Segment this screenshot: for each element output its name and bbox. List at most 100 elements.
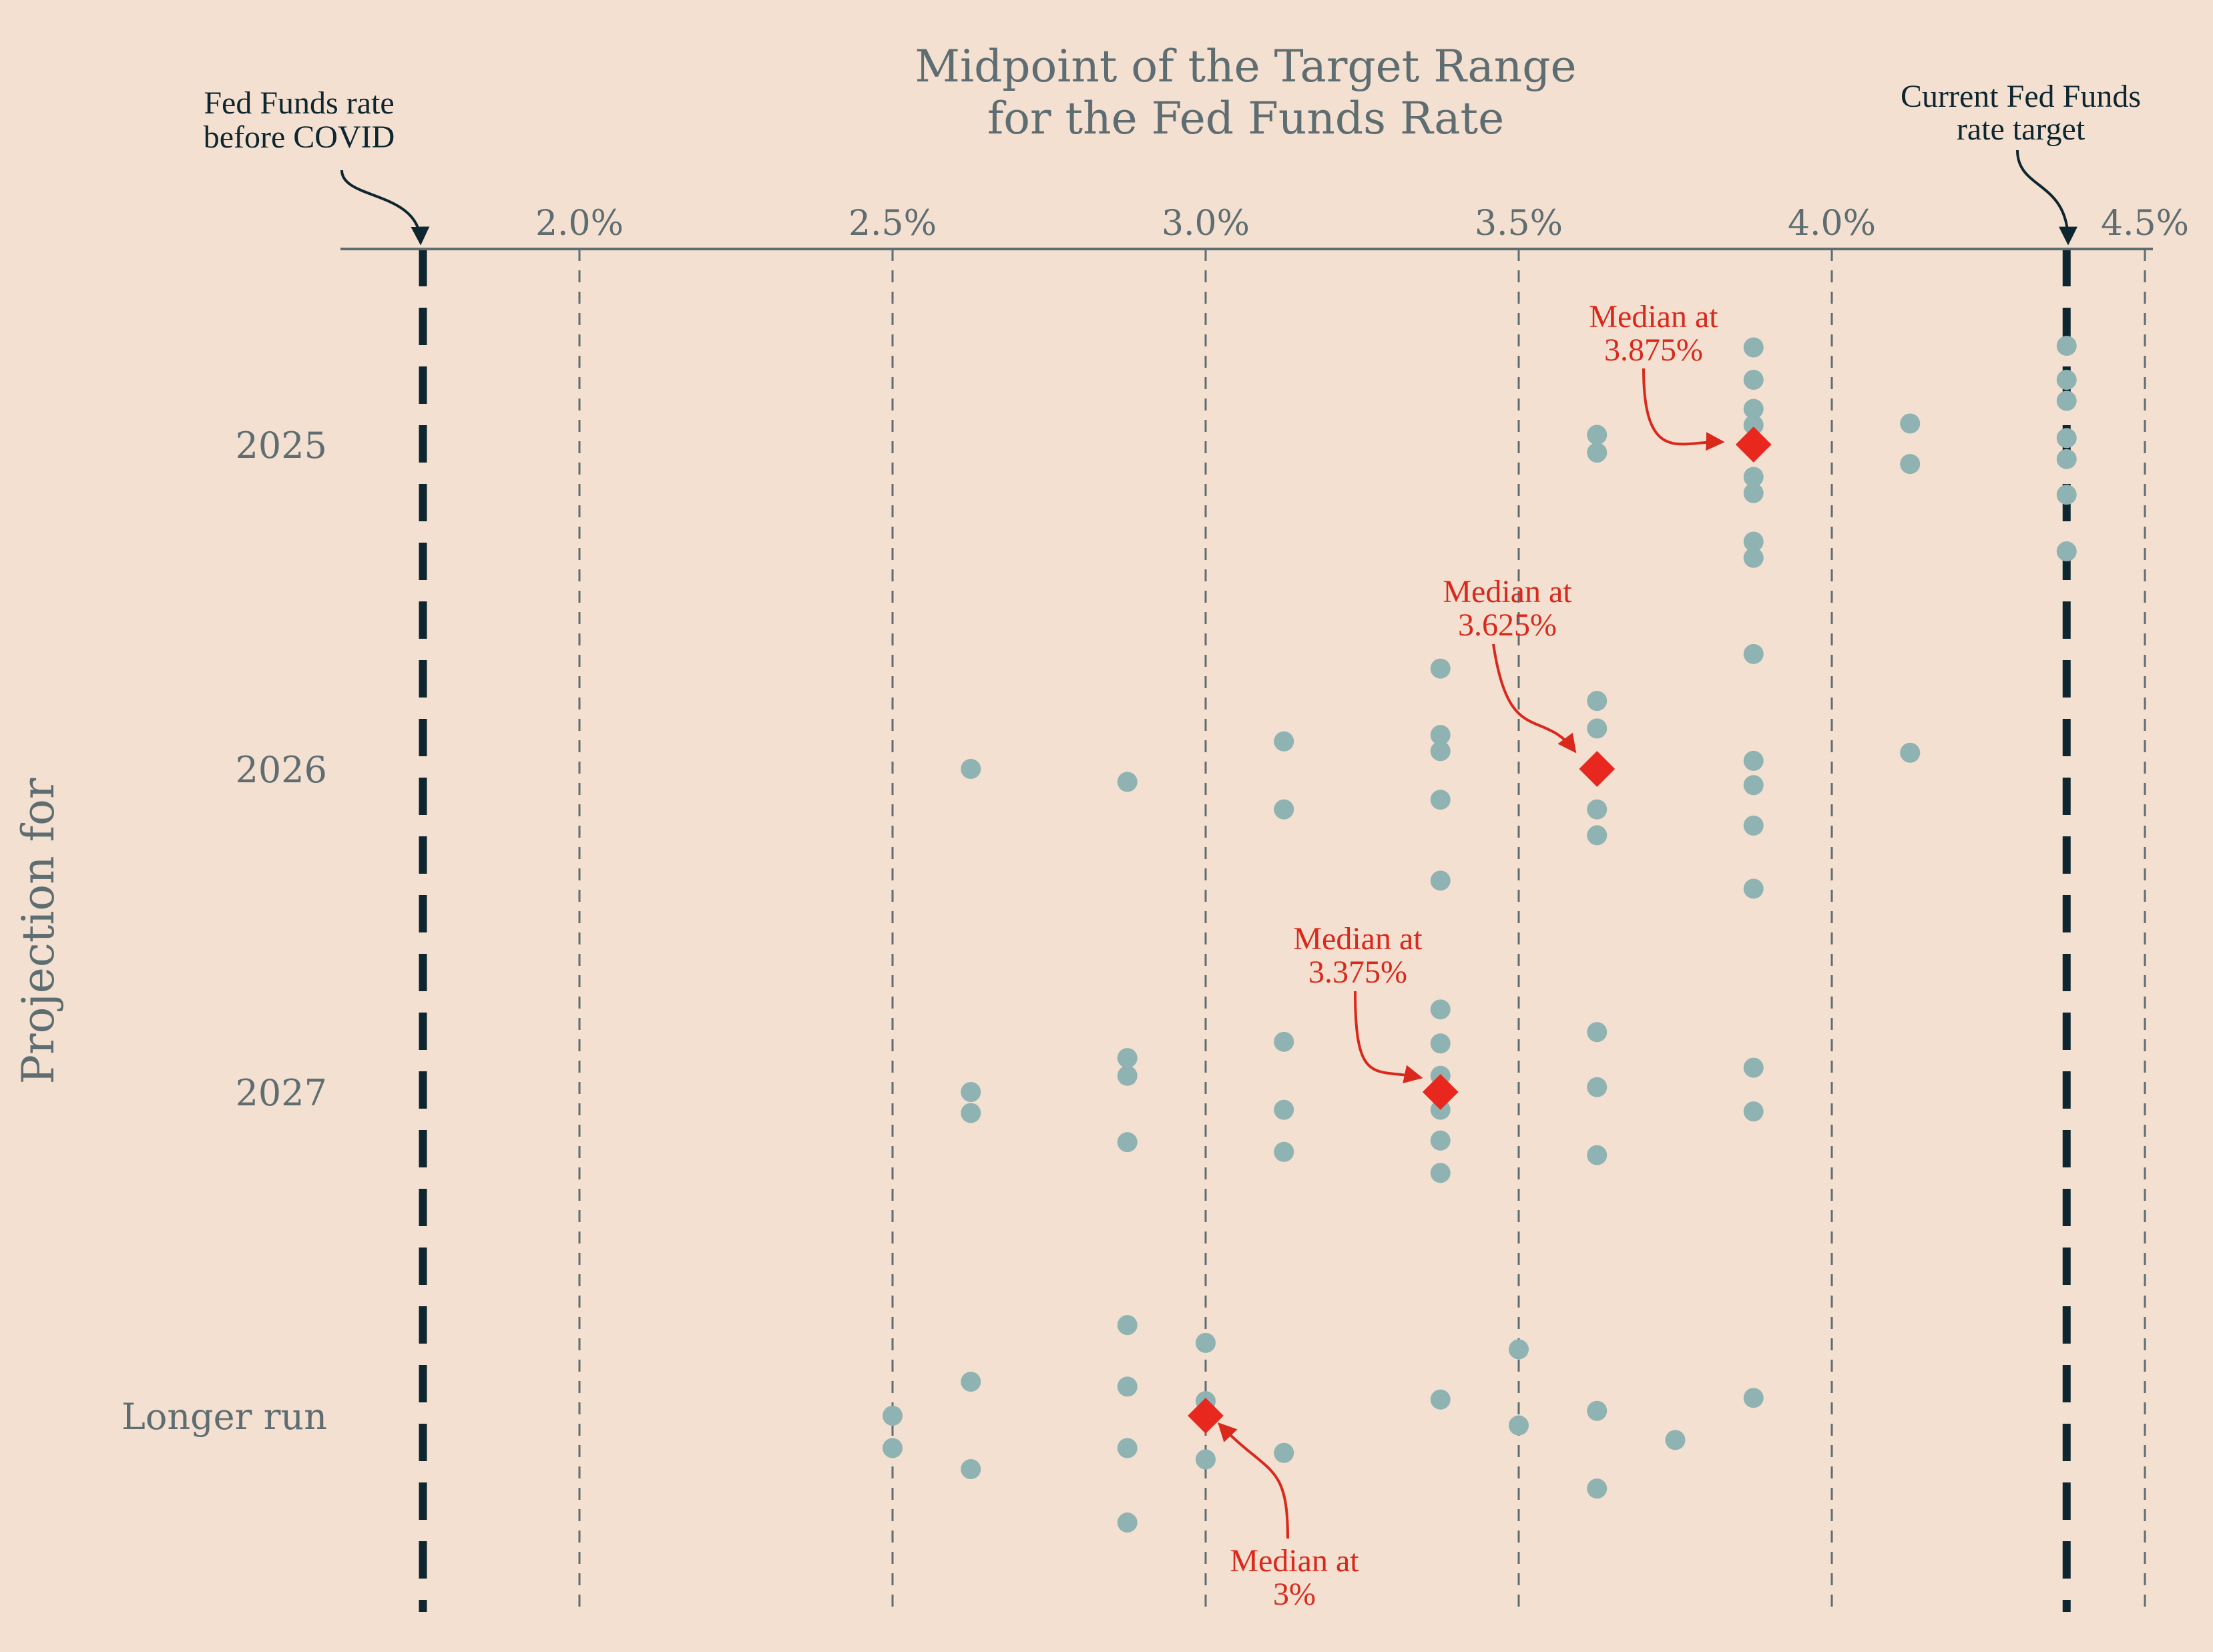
participant-dot	[2056, 449, 2077, 469]
participant-dot	[1587, 691, 1608, 712]
participant-dot	[1743, 815, 1764, 836]
participant-dot	[1900, 413, 1921, 434]
reference-label-line-2: rate target	[1957, 111, 2085, 147]
participant-dot	[1430, 790, 1451, 810]
participant-dot	[1196, 1449, 1216, 1470]
median-label-line-1: Median at	[1589, 299, 1718, 334]
participant-dot	[1274, 1099, 1294, 1120]
participant-dot	[1117, 772, 1138, 792]
participant-dot	[2056, 541, 2077, 562]
participant-dot	[1743, 337, 1764, 358]
participant-dot	[1665, 1430, 1686, 1450]
participant-dot	[1743, 643, 1764, 664]
median-label-line-2: 3.875%	[1604, 332, 1703, 368]
participant-dot	[1587, 718, 1608, 739]
participant-dot	[1117, 1065, 1138, 1086]
participant-dot	[1430, 1163, 1451, 1183]
participant-dot	[1117, 1048, 1138, 1069]
participant-dot	[883, 1438, 903, 1458]
participant-dot	[2056, 390, 2077, 411]
participant-dot	[2056, 485, 2077, 505]
participant-dot	[1274, 1442, 1294, 1463]
chart-title-line-1: Midpoint of the Target Range	[915, 41, 1576, 92]
reference-label-line-1: Current Fed Funds	[1901, 79, 2141, 114]
participant-dot	[1900, 454, 1921, 475]
median-arrow	[1642, 368, 1725, 451]
participant-dot	[1743, 775, 1764, 796]
x-tick-label: 2.5%	[848, 204, 937, 244]
median-label-line-2: 3%	[1273, 1577, 1316, 1612]
median-marker	[1579, 751, 1616, 787]
participant-dot	[1430, 725, 1451, 746]
chart-title-line-2: for the Fed Funds Rate	[987, 93, 1504, 144]
reference-arrow	[2016, 150, 2077, 246]
participant-dot	[1117, 1132, 1138, 1153]
participant-dot	[1587, 1077, 1608, 1097]
x-axis-ticks: 2.0% 2.5% 3.0% 3.5% 4.0% 4.5%	[535, 204, 2189, 244]
gridlines	[578, 249, 2146, 1612]
median-label-line-1: Median at	[1443, 574, 1572, 609]
participant-dot	[883, 1406, 903, 1426]
participant-dot	[1274, 1031, 1294, 1052]
medians: Median at3.875%Median at3.625%Median at3…	[1188, 299, 1772, 1612]
participant-dot	[1117, 1512, 1138, 1533]
participant-dot	[1430, 1130, 1451, 1151]
participant-dot	[1587, 443, 1608, 463]
median-arrow	[1492, 643, 1577, 754]
participant-dot	[1743, 1057, 1764, 1078]
participant-dot	[1587, 825, 1608, 846]
row-label: 2027	[236, 1072, 327, 1114]
participant-dot	[1743, 1388, 1764, 1408]
participant-dot	[1587, 1478, 1608, 1499]
median-label-line-2: 3.625%	[1458, 607, 1557, 643]
row-labels: 2025 2026 2027 Longer run	[121, 425, 327, 1438]
participant-dot	[961, 1459, 981, 1480]
reference-label-line-1: Fed Funds rate	[204, 85, 394, 121]
participant-dot	[961, 1103, 981, 1123]
y-axis-label: Projection for	[13, 778, 64, 1084]
participant-dot	[961, 1372, 981, 1392]
participant-dot	[1743, 415, 1764, 435]
participant-dot	[1430, 1033, 1451, 1054]
row-label: Longer run	[121, 1396, 327, 1438]
x-tick-label: 3.0%	[1162, 204, 1250, 244]
median-label-line-2: 3.375%	[1308, 954, 1407, 990]
participant-dot	[961, 759, 981, 779]
reference-label-line-2: before COVID	[204, 119, 395, 155]
median-marker	[1188, 1398, 1224, 1434]
participant-dot	[1117, 1376, 1138, 1397]
participant-dot	[1430, 741, 1451, 762]
row-label: 2026	[236, 749, 327, 791]
participant-dot	[2056, 336, 2077, 356]
participant-dot	[1743, 483, 1764, 503]
x-tick-label: 2.0%	[535, 204, 624, 244]
participant-dot	[1430, 1389, 1451, 1410]
participant-dot	[2056, 370, 2077, 390]
median-label-line-1: Median at	[1230, 1543, 1359, 1579]
participant-dot	[1117, 1315, 1138, 1336]
x-tick-label: 3.5%	[1475, 204, 1563, 244]
participant-dot	[1430, 870, 1451, 891]
participant-dot	[1743, 750, 1764, 771]
median-arrow	[1354, 991, 1423, 1084]
participant-dot	[2056, 428, 2077, 449]
participant-dot	[1509, 1339, 1529, 1360]
x-tick-label: 4.5%	[2101, 204, 2189, 244]
participant-dot	[1274, 731, 1294, 752]
participant-dot	[1430, 658, 1451, 679]
participant-dot	[1587, 425, 1608, 445]
participant-dot	[1587, 1022, 1608, 1043]
participant-dot	[1743, 531, 1764, 552]
median-arrow	[1218, 1422, 1289, 1539]
participant-dot	[1117, 1438, 1138, 1458]
participant-dot	[1587, 1400, 1608, 1421]
participant-dot	[961, 1082, 981, 1102]
row-label: 2025	[236, 425, 327, 467]
median-marker	[1735, 427, 1772, 463]
participant-dot	[1743, 878, 1764, 899]
participant-dot	[1743, 1101, 1764, 1122]
median-marker	[1422, 1074, 1459, 1110]
x-tick-label: 4.0%	[1788, 204, 1876, 244]
